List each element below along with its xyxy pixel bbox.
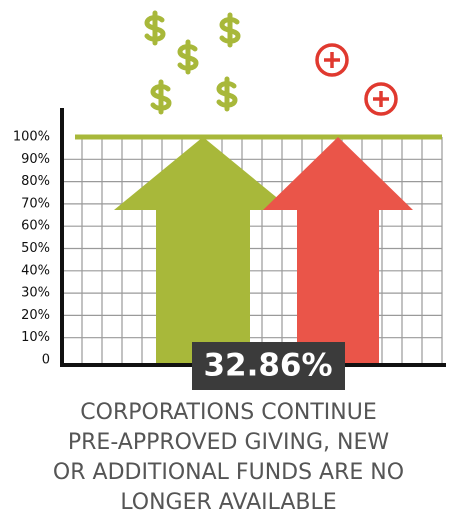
arrow bbox=[114, 137, 292, 363]
y-tick-label: 70% bbox=[21, 196, 50, 211]
annotation: 32.86% bbox=[203, 348, 332, 384]
y-tick-label: 30% bbox=[21, 286, 50, 301]
y-tick-label: 90% bbox=[21, 152, 50, 167]
caption: CORPORATIONS CONTINUE PRE-APPROVED GIVING… bbox=[0, 398, 457, 518]
annotation-box bbox=[192, 342, 345, 390]
y-tick-label: 10% bbox=[21, 330, 50, 345]
y-tick-label: 0 bbox=[42, 353, 50, 368]
y-tick-label: 40% bbox=[21, 263, 50, 278]
y-tick-label: 80% bbox=[21, 174, 50, 189]
y-tick-label: 50% bbox=[21, 241, 50, 256]
y-tick-label: 100% bbox=[13, 130, 50, 145]
caption-line: CORPORATIONS CONTINUE bbox=[80, 400, 377, 425]
caption-line: LONGER AVAILABLE bbox=[120, 490, 337, 515]
dollar-icons bbox=[144, 10, 241, 115]
caption-line: OR ADDITIONAL FUNDS ARE NO bbox=[52, 460, 405, 485]
arrow bbox=[263, 137, 413, 363]
caption-line: PRE-APPROVED GIVING, NEW bbox=[67, 430, 390, 455]
y-tick-label: 60% bbox=[21, 219, 50, 234]
y-tick-label: 20% bbox=[21, 308, 50, 323]
plus-icons bbox=[315, 43, 398, 116]
chart: 0 10% 20% 30% 40% 50% 60% 70% 80% 90% 100% 32.86% bbox=[13, 10, 446, 390]
